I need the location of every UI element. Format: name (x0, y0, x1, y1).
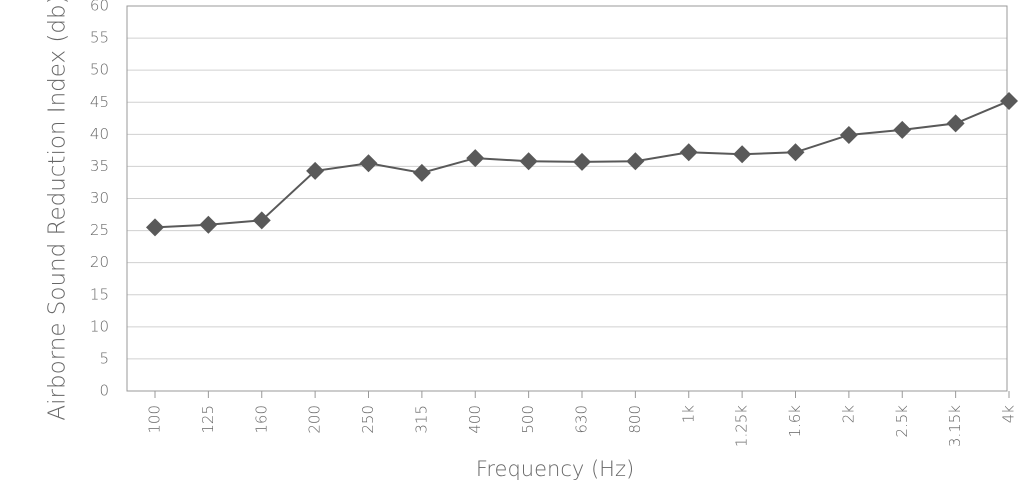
x-tick-label: 1k (679, 405, 697, 424)
y-axis-title: Airborne Sound Reduction Index (db) (45, 0, 71, 421)
y-tick-label: 0 (99, 382, 109, 400)
data-point (359, 154, 378, 173)
data-point (252, 211, 271, 230)
x-tick-label: 500 (519, 405, 537, 434)
data-point (946, 114, 965, 133)
x-tick-label: 800 (626, 405, 644, 434)
data-point (1000, 91, 1018, 110)
data-point (306, 161, 325, 180)
x-tick-label: 160 (252, 405, 270, 434)
x-axis-title: Frequency (Hz) (476, 457, 634, 481)
y-tick-label: 40 (90, 125, 109, 143)
x-tick-label: 200 (306, 405, 324, 434)
data-point (786, 143, 805, 162)
data-point (146, 218, 164, 237)
x-tick-label: 250 (359, 405, 377, 434)
x-tick-label: 1.25k (733, 405, 751, 447)
x-tick-label: 1.6k (786, 405, 804, 438)
y-tick-label: 45 (90, 93, 109, 111)
plot-frame (126, 5, 1008, 392)
x-tick-label: 2.5k (893, 405, 911, 438)
x-tick-label: 400 (466, 405, 484, 434)
x-tick-label: 3.15k (946, 405, 964, 447)
y-tick-label: 55 (90, 29, 109, 47)
x-tick-label: 315 (412, 405, 430, 434)
y-tick-label: 35 (90, 157, 109, 175)
y-tick-label: 10 (90, 317, 109, 335)
data-point (519, 152, 538, 171)
y-tick-label: 5 (99, 349, 109, 367)
data-point (573, 152, 591, 171)
y-tick-label: 15 (90, 285, 109, 303)
data-point (412, 163, 431, 182)
data-point (199, 215, 218, 234)
x-tick-label: 2k (839, 405, 857, 424)
data-point (466, 149, 485, 168)
x-tick-label: 125 (199, 405, 217, 434)
data-point (839, 125, 858, 144)
y-tick-label: 60 (90, 0, 109, 15)
data-point (733, 145, 752, 164)
y-tick-label: 20 (90, 253, 109, 271)
y-tick-label: 25 (90, 221, 109, 239)
y-tick-label: 30 (90, 189, 109, 207)
x-tick-label: 4k (1000, 405, 1018, 424)
x-tick-label: 630 (573, 405, 591, 434)
y-tick-label: 50 (90, 61, 109, 79)
x-tick-label: 100 (146, 405, 164, 434)
data-point (626, 152, 645, 171)
data-point (679, 143, 698, 162)
data-point (893, 120, 912, 139)
